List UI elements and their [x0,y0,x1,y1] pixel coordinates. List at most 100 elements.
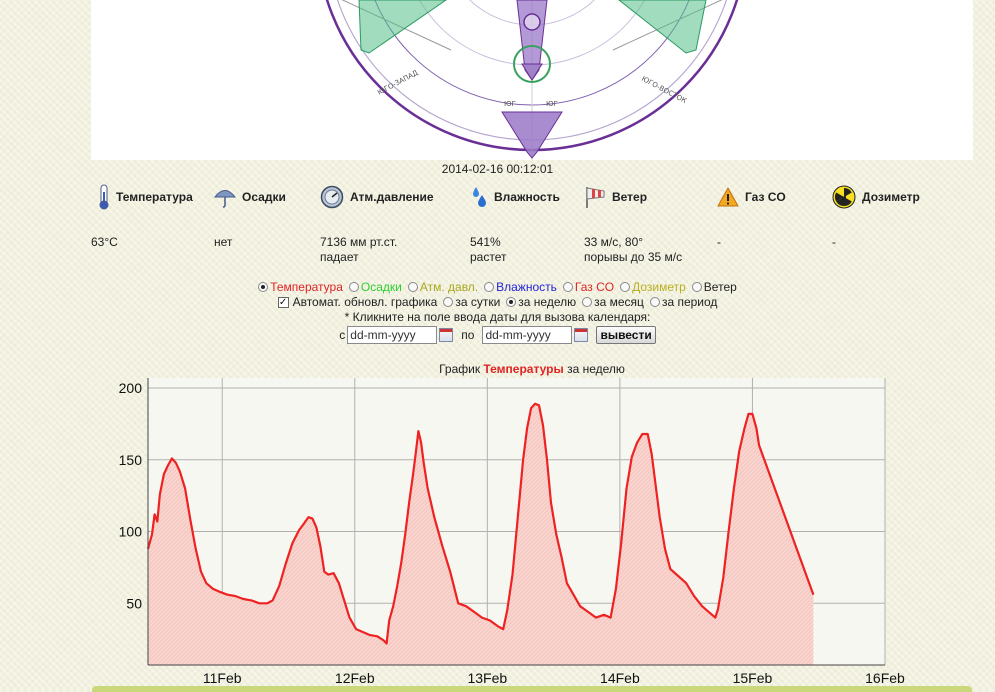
from-label: с [339,328,346,342]
sensor-label-wind: Ветер [612,190,648,204]
calendar-icon-to[interactable] [574,328,589,342]
y-tick-label-1: 100 [119,524,143,540]
series-radio-wind[interactable]: Ветер [691,280,737,294]
x-tick-label-1: 12Feb [335,670,375,686]
from-date-input[interactable]: dd-mm-yyyy [347,326,438,344]
temperature-chart: 50 100 150 200 11Feb 12Feb 13Feb 14Feb 15Feb 16Fe… [119,378,905,686]
period-radio-custom[interactable]: за период [649,295,717,309]
radio-period-week[interactable] [506,297,517,307]
submit-button[interactable]: вывести [596,326,656,344]
radio-wind[interactable] [691,282,702,292]
x-tick-label-3: 14Feb [600,670,640,686]
auto-update-label: Автомат. обновл. графика [292,295,438,309]
x-tick-label-0: 11Feb [203,670,242,686]
sensor-value-dosimeter: - [832,235,836,250]
series-radio-pressure[interactable]: Атм. давл. [407,280,478,294]
humidity-trend: растет [470,250,507,264]
compass-needle-hub [523,13,541,31]
period-label-week: за неделю [518,295,577,309]
sensor-value-pressure: 7136 мм рт.ст. падает [320,235,397,265]
compass-sector-sw [358,0,447,54]
dosimeter-value: - [832,235,836,249]
auto-update-toggle[interactable]: ✓ Автомат. обновл. графика [277,295,438,309]
calendar-hint-text: * Кликните на поле ввода даты для вызова… [344,310,651,324]
period-label-month: за месяц [594,295,644,309]
gas-value: - [717,235,721,249]
calendar-icon-from[interactable] [439,328,454,342]
wind-compass-panel: ЮГО-ЗАПАД ЮГО-ВОСТОК ЮГ ЮГ [91,0,973,160]
date-range-row: с dd-mm-yyyy по dd-mm-yyyy вывести [0,326,995,344]
sensor-label-humidity: Влажность [494,190,560,204]
humidity-value: 541% [470,235,501,249]
compass-label-sw: ЮГО-ЗАПАД [376,68,420,96]
sensor-header-pressure[interactable]: Атм.давление [320,183,434,211]
series-label-temperature: Температура [270,280,343,294]
sensor-value-precipitation: нет [214,235,232,250]
period-radio-day[interactable]: за сутки [443,295,500,309]
series-label-precipitation: Осадки [360,280,402,294]
sensor-header-temperature[interactable]: Температура [98,183,193,211]
sensor-header-dosimeter[interactable]: Дозиметр [832,183,920,211]
sensor-value-humidity: 541% растет [470,235,506,265]
sensor-value-temperature: 63°C [91,235,118,250]
chart-title: График Температуры за неделю [0,362,995,376]
series-radio-precipitation[interactable]: Осадки [348,280,402,294]
radio-period-month[interactable] [582,297,593,307]
sensor-value-wind: 33 м/с, 80° порывы до 35 м/с [584,235,682,265]
chart-title-prefix: График [439,362,484,376]
radio-gas[interactable] [562,282,573,292]
temperature-value: 63°C [91,235,118,249]
update-timestamp: 2014-02-16 00:12:01 [441,162,554,176]
y-tick-label-3: 200 [119,380,143,396]
wind-gusts: порывы до 35 м/с [584,250,683,264]
series-radio-dosimeter[interactable]: Дозиметр [620,280,686,294]
radio-precipitation[interactable] [348,282,359,292]
sensor-label-temperature: Температура [116,190,193,204]
series-label-gas: Газ CO [574,280,615,294]
sensor-header-precipitation[interactable]: Осадки [214,183,286,211]
compass-current-marker [513,45,551,83]
series-label-humidity: Влажность [496,280,557,294]
period-selector: ✓ Автомат. обновл. графика за сутки за не… [0,295,995,309]
sensor-header-gas[interactable]: Газ CO [717,183,786,211]
chart-title-suffix: за неделю [563,362,625,376]
pressure-trend: падает [320,250,359,264]
sensor-header-wind[interactable]: Ветер [584,183,647,211]
compass-sector-se [618,0,707,54]
compass-label-s-right: ЮГ [546,100,558,108]
radio-period-day[interactable] [443,297,454,307]
radio-dosimeter[interactable] [620,282,631,292]
x-tick-label-4: 15Feb [733,670,773,686]
chart-title-highlight: Температуры [483,362,564,376]
series-selector: Температура Осадки Атм. давл. Влажность … [0,280,995,294]
radiation-icon [832,185,856,209]
series-label-dosimeter: Дозиметр [632,280,686,294]
radio-temperature[interactable] [258,282,269,292]
sensor-label-precipitation: Осадки [242,190,286,204]
period-radio-month[interactable]: за месяц [582,295,644,309]
series-radio-gas[interactable]: Газ CO [562,280,615,294]
wind-value: 33 м/с, 80° [584,235,644,249]
series-label-wind: Ветер [703,280,737,294]
series-radio-humidity[interactable]: Влажность [484,280,557,294]
radio-humidity[interactable] [484,282,495,292]
pressure-value: 7136 мм рт.ст. [320,235,398,249]
warning-icon [717,187,739,207]
compass-south-arrow [501,111,563,159]
sensor-header-humidity[interactable]: Влажность [470,183,560,211]
thermometer-icon [99,184,109,210]
footer-bar [92,686,972,692]
compass-needle-tip [521,63,543,81]
to-label: по [461,328,475,342]
auto-update-checkbox[interactable]: ✓ [277,296,289,308]
radio-pressure[interactable] [407,282,418,292]
windsock-icon [586,187,605,208]
series-temperature-line [146,402,815,645]
sensor-label-dosimeter: Дозиметр [862,190,920,204]
radio-period-custom[interactable] [649,297,660,307]
water-drops-icon [473,187,486,207]
series-radio-temperature[interactable]: Температура [258,280,343,294]
to-date-input[interactable]: dd-mm-yyyy [482,326,573,344]
precipitation-value: нет [214,235,233,249]
period-radio-week[interactable]: за неделю [506,295,576,309]
